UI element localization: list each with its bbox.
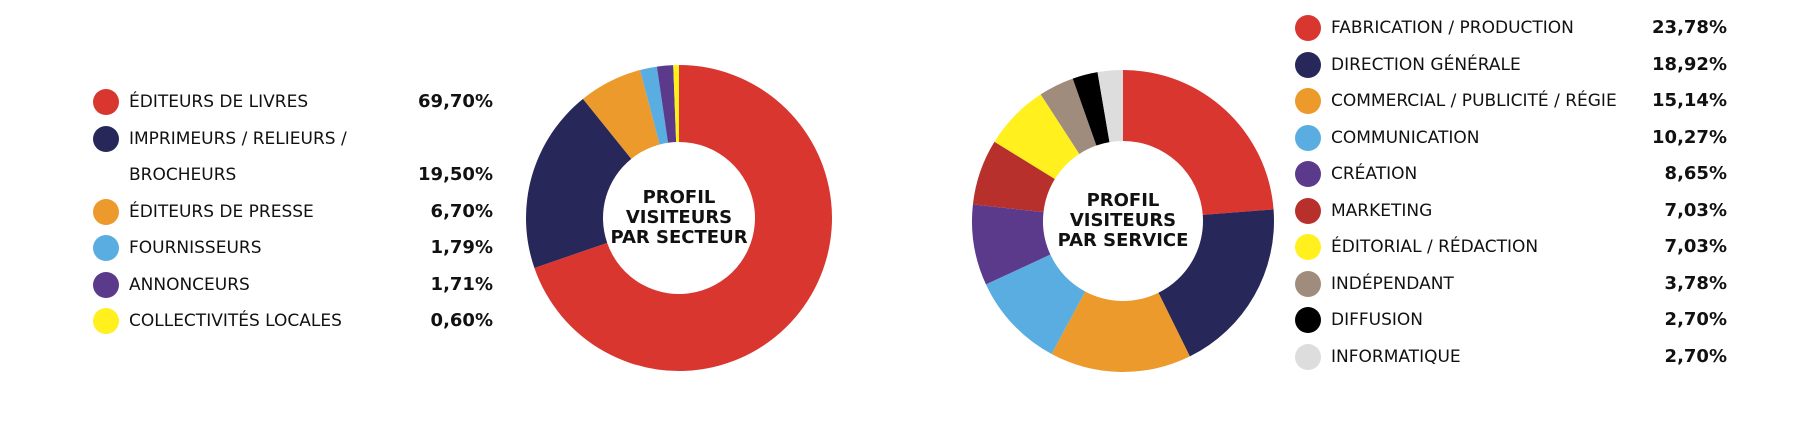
legend-label: ÉDITORIAL / RÉDACTION bbox=[1331, 237, 1539, 257]
donut-slice bbox=[1123, 70, 1274, 215]
legend-swatch bbox=[93, 308, 119, 334]
value-label: 18,92% bbox=[1652, 53, 1727, 75]
legend-swatch bbox=[93, 235, 119, 261]
donut-slice bbox=[640, 66, 669, 145]
value-label: 2,70% bbox=[1664, 345, 1727, 367]
donut-slice bbox=[985, 254, 1086, 355]
value-label: 10,27% bbox=[1652, 126, 1727, 148]
donut-slice bbox=[656, 65, 677, 143]
legend-label: INFORMATIQUE bbox=[1331, 346, 1461, 367]
value-label: 1,71% bbox=[430, 273, 493, 295]
legend-label: CRÉATION bbox=[1331, 164, 1418, 184]
donut-slice bbox=[1072, 72, 1110, 146]
value-label: 2,70% bbox=[1664, 309, 1727, 330]
value-label: 69,70% bbox=[418, 91, 493, 112]
legend-label: COMMERCIAL / PUBLICITÉ / RÉGIE bbox=[1331, 91, 1617, 111]
value-label: 1,79% bbox=[430, 237, 493, 258]
legend-label: MARKETING bbox=[1331, 200, 1433, 221]
legend-swatch bbox=[93, 198, 119, 225]
legend-label: INDÉPENDANT bbox=[1331, 273, 1454, 294]
donut-slice bbox=[582, 70, 660, 159]
donut-slice bbox=[994, 94, 1080, 180]
value-label: 0,60% bbox=[430, 310, 493, 331]
value-label: 8,65% bbox=[1664, 163, 1727, 184]
legend-label: IMPRIMEURS / RELIEURS / BROCHEURS bbox=[129, 128, 347, 186]
legend-swatch bbox=[1295, 51, 1321, 78]
donut-slice bbox=[972, 141, 1055, 213]
donut-slice bbox=[673, 65, 679, 143]
value-label: 3,78% bbox=[1664, 272, 1727, 294]
legend-swatch bbox=[93, 89, 119, 115]
legend-label: ANNONCEURS bbox=[129, 274, 250, 295]
legend-swatch bbox=[1295, 343, 1321, 370]
value-label: 7,03% bbox=[1664, 199, 1727, 221]
legend-swatch bbox=[1295, 234, 1321, 260]
legend-label: COMMUNICATION bbox=[1331, 127, 1480, 148]
donut-slice bbox=[1097, 70, 1123, 143]
legend: FABRICATION / PRODUCTION 23,78% DIRECTION … bbox=[1295, 10, 1727, 375]
legend-swatch bbox=[1295, 15, 1321, 41]
donut-slice bbox=[1040, 78, 1097, 154]
donut-slice bbox=[526, 98, 632, 269]
legend-swatch bbox=[1295, 124, 1321, 151]
chart-title: PROFIL VISITEURS PAR SERVICE bbox=[1057, 190, 1189, 251]
value-label: 19,50% bbox=[418, 164, 493, 185]
donut-slice bbox=[1158, 209, 1275, 357]
chart-title: PROFIL VISITEURS PAR SECTEUR bbox=[610, 187, 748, 248]
legend-label: ÉDITEURS DE PRESSE bbox=[129, 201, 314, 222]
legend-swatch bbox=[1295, 270, 1321, 297]
value-label: 15,14% bbox=[1652, 90, 1727, 111]
legend-label: COLLECTIVITÉS LOCALES bbox=[129, 311, 342, 331]
donut-slice bbox=[1051, 291, 1190, 372]
value-label: 7,03% bbox=[1664, 236, 1727, 257]
legend-label: DIRECTION GÉNÉRALE bbox=[1331, 54, 1521, 75]
value-label: 23,78% bbox=[1652, 17, 1727, 38]
legend-swatch bbox=[1295, 161, 1321, 187]
donut-slice bbox=[972, 204, 1051, 285]
legend-label: FABRICATION / PRODUCTION bbox=[1331, 18, 1574, 38]
legend-label: FOURNISSEURS bbox=[129, 238, 262, 258]
legend: ÉDITEURS DE LIVRES 69,70% IMPRIMEURS / REL… bbox=[93, 84, 493, 340]
legend-swatch bbox=[93, 271, 119, 298]
value-label: 6,70% bbox=[430, 200, 493, 222]
legend-label: DIFFUSION bbox=[1331, 310, 1424, 330]
legend-swatch bbox=[1295, 307, 1321, 333]
legend-swatch bbox=[1295, 88, 1321, 114]
legend-label: ÉDITEURS DE LIVRES bbox=[129, 92, 309, 112]
donut-slice bbox=[534, 65, 832, 371]
legend-swatch bbox=[1295, 197, 1321, 224]
legend-swatch bbox=[93, 125, 119, 152]
